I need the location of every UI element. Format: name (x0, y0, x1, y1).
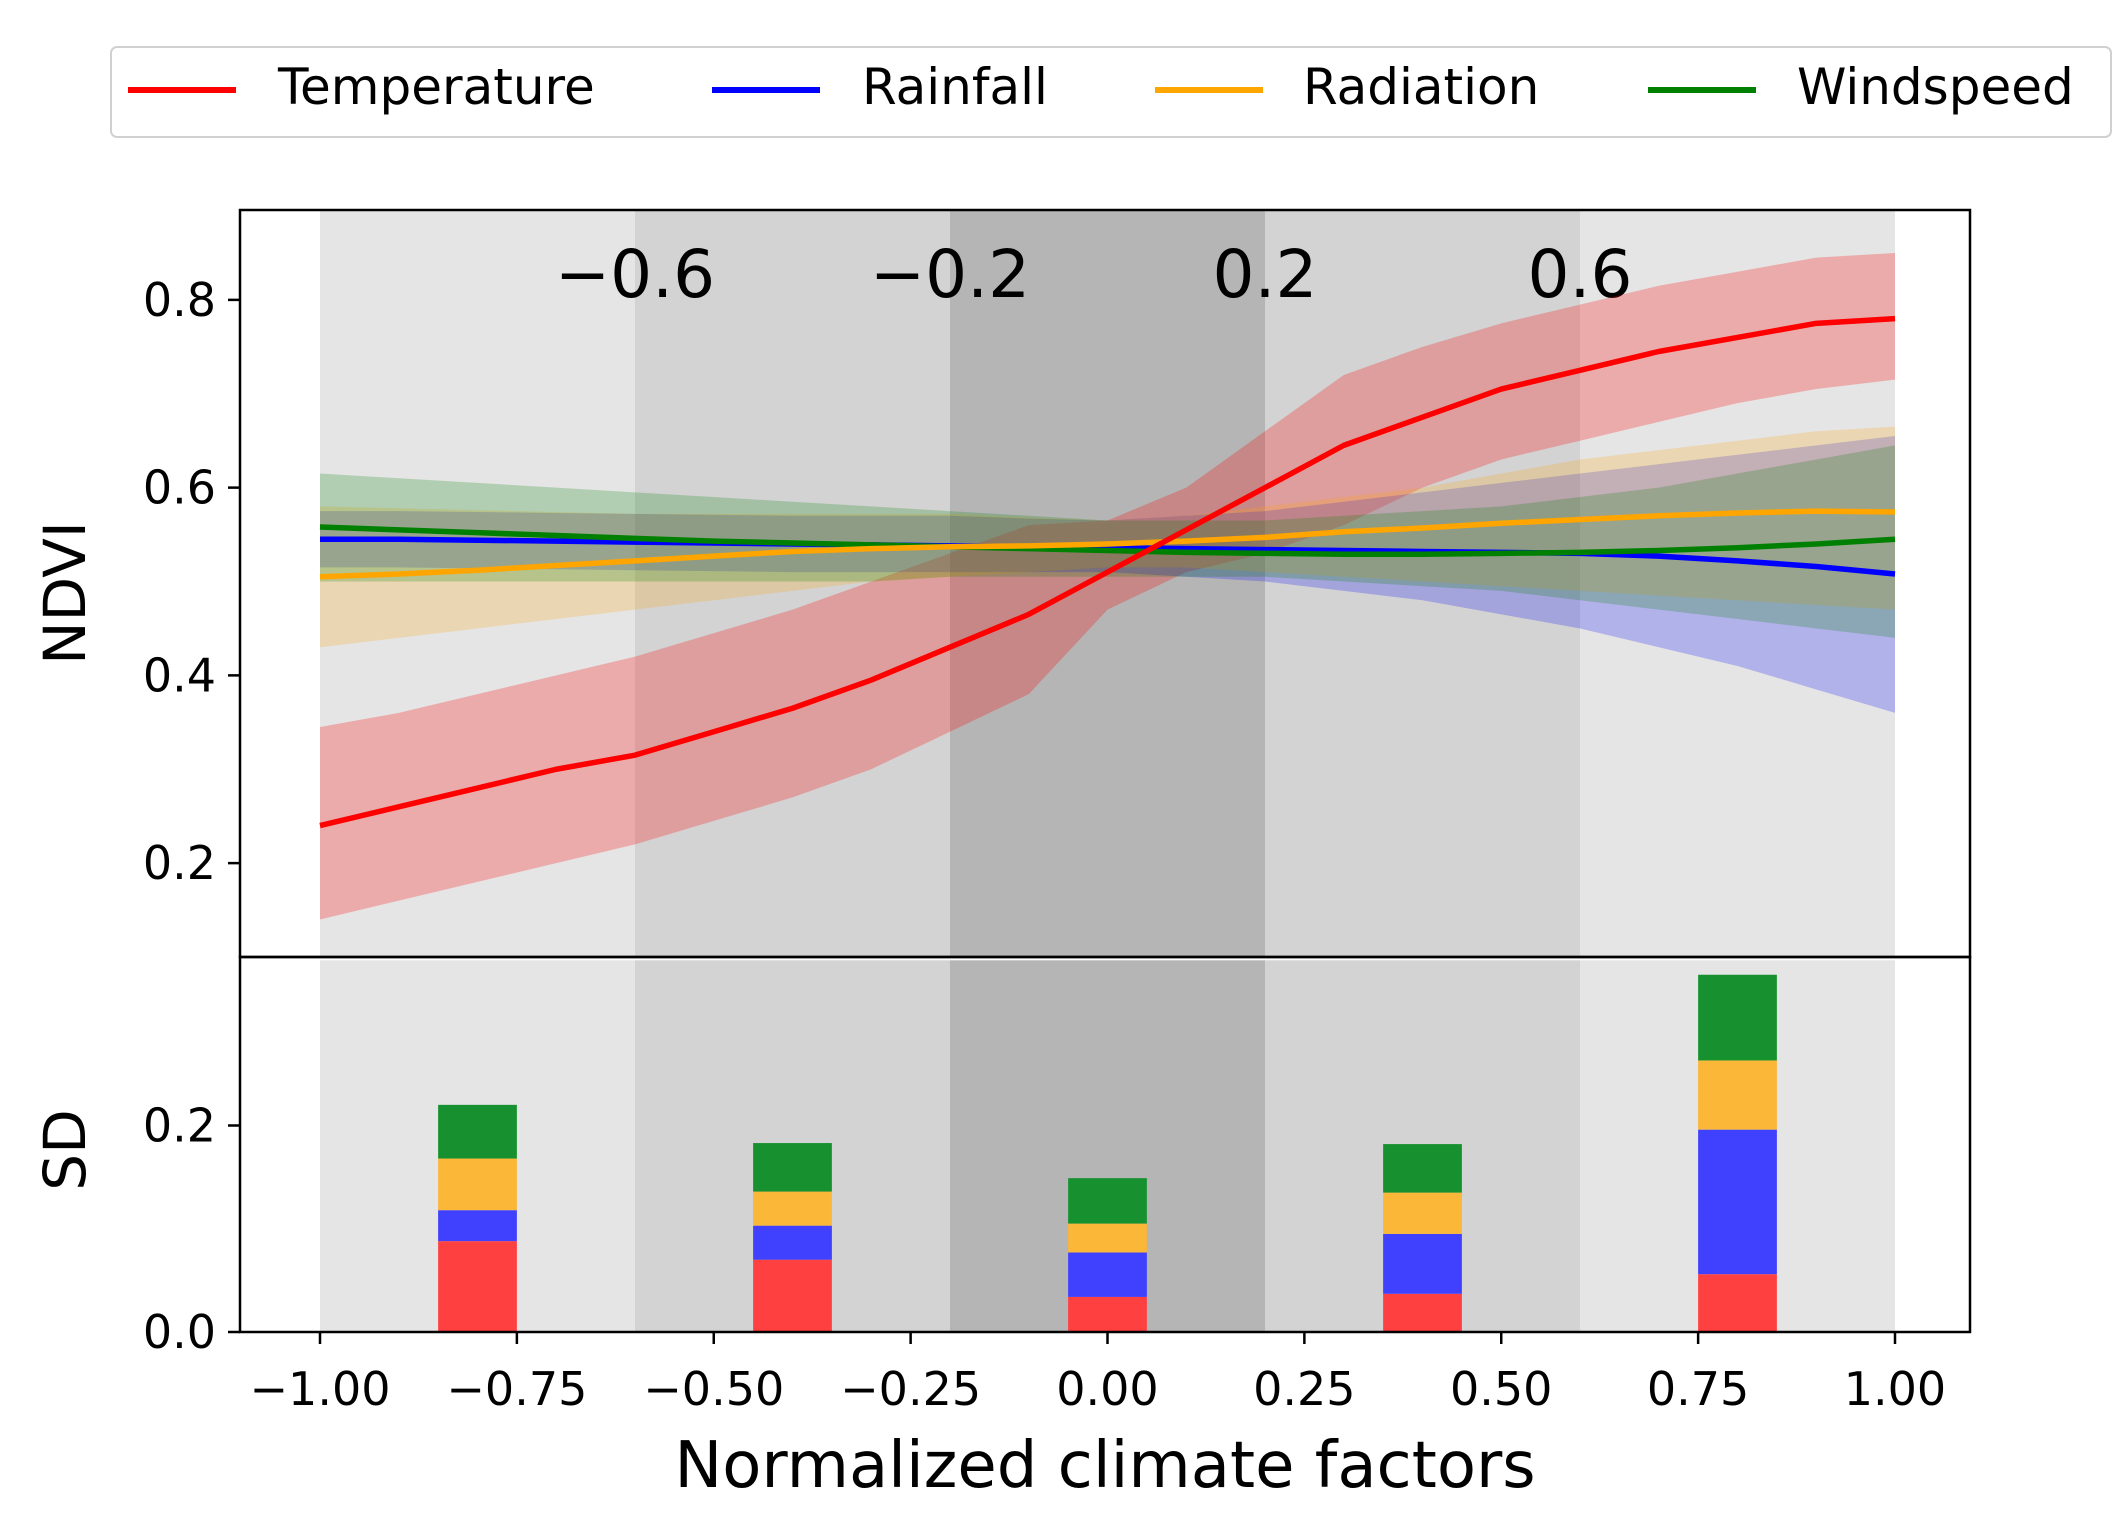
ndvi-y-axis-label: NDVI (31, 521, 99, 665)
x-tick-label: 0.00 (1056, 1362, 1158, 1416)
ndvi-y-tick-label: 0.2 (143, 836, 216, 890)
ndvi-panel: −0.6 −0.2 0.2 0.6 0.2 0.4 0.6 0.8 NDVI (31, 208, 1972, 959)
bar-temperature (753, 1259, 832, 1332)
ndvi-band-4 (1265, 211, 1580, 956)
band-fill-rainfall (320, 435, 1895, 713)
x-axis: −1.00 −0.75 −0.50 −0.25 0.00 0.25 0.50 0.75 1.00 (250, 1332, 1946, 1416)
legend-label-rainfall: Rainfall (862, 58, 1048, 116)
sd-y-tick-label: 0.2 (143, 1099, 216, 1153)
bar-radiation (438, 1158, 517, 1211)
band-boundary-label-2: −0.2 (870, 236, 1030, 313)
ndvi-y-tick-label: 0.8 (143, 273, 216, 327)
sd-panel-frame (238, 955, 1972, 1334)
x-tick-label: 1.00 (1844, 1362, 1946, 1416)
x-tick-label: −1.00 (250, 1362, 391, 1416)
bar-temperature (1698, 1274, 1777, 1332)
ndvi-y-tick-label: 0.4 (143, 648, 216, 702)
bar-radiation (753, 1191, 832, 1226)
sd-y-tick-label: 0.0 (143, 1305, 216, 1359)
bar-windspeed (1383, 1144, 1462, 1193)
bar-windspeed (1698, 974, 1777, 1061)
legend-frame (110, 46, 2112, 138)
band-boundary-label-4: 0.6 (1528, 236, 1633, 313)
x-tick-label: −0.75 (446, 1362, 587, 1416)
band-boundary-label-3: 0.2 (1213, 236, 1318, 313)
band-fill-temperature (320, 252, 1895, 920)
bar-rainfall (753, 1225, 832, 1260)
x-tick-label: 0.75 (1647, 1362, 1749, 1416)
bar-temperature (1068, 1296, 1147, 1332)
ndvi-y-tick-label: 0.6 (143, 461, 216, 515)
legend-label-temperature: Temperature (277, 58, 595, 116)
ndvi-band-2 (635, 211, 950, 956)
x-tick-label: 0.50 (1450, 1362, 1552, 1416)
legend-label-radiation: Radiation (1303, 58, 1539, 116)
x-tick-label: 0.25 (1253, 1362, 1355, 1416)
sd-y-axis-label: SD (31, 1109, 99, 1190)
bar-rainfall (1383, 1233, 1462, 1294)
bar-radiation (1383, 1192, 1462, 1234)
bar-rainfall (438, 1210, 517, 1242)
sd-panel: 0.0 0.2 SD (31, 955, 1972, 1359)
bar-radiation (1068, 1223, 1147, 1253)
x-axis-label: Normalized climate factors (674, 1429, 1535, 1503)
bar-windspeed (753, 1143, 832, 1192)
bar-rainfall (1068, 1252, 1147, 1297)
legend: Temperature Rainfall Radiation Windspeed (110, 46, 2112, 138)
bar-windspeed (438, 1104, 517, 1159)
bar-temperature (438, 1241, 517, 1332)
legend-label-windspeed: Windspeed (1797, 58, 2074, 116)
bar-radiation (1698, 1060, 1777, 1130)
band-boundary-label-1: −0.6 (555, 236, 715, 313)
ndvi-band-1 (320, 211, 635, 956)
bar-temperature (1383, 1293, 1462, 1332)
x-tick-label: −0.25 (840, 1362, 981, 1416)
ndvi-band-3 (950, 211, 1265, 956)
bar-windspeed (1068, 1178, 1147, 1224)
bar-rainfall (1698, 1129, 1777, 1275)
x-tick-label: −0.50 (643, 1362, 784, 1416)
band-fill-radiation (320, 426, 1895, 648)
